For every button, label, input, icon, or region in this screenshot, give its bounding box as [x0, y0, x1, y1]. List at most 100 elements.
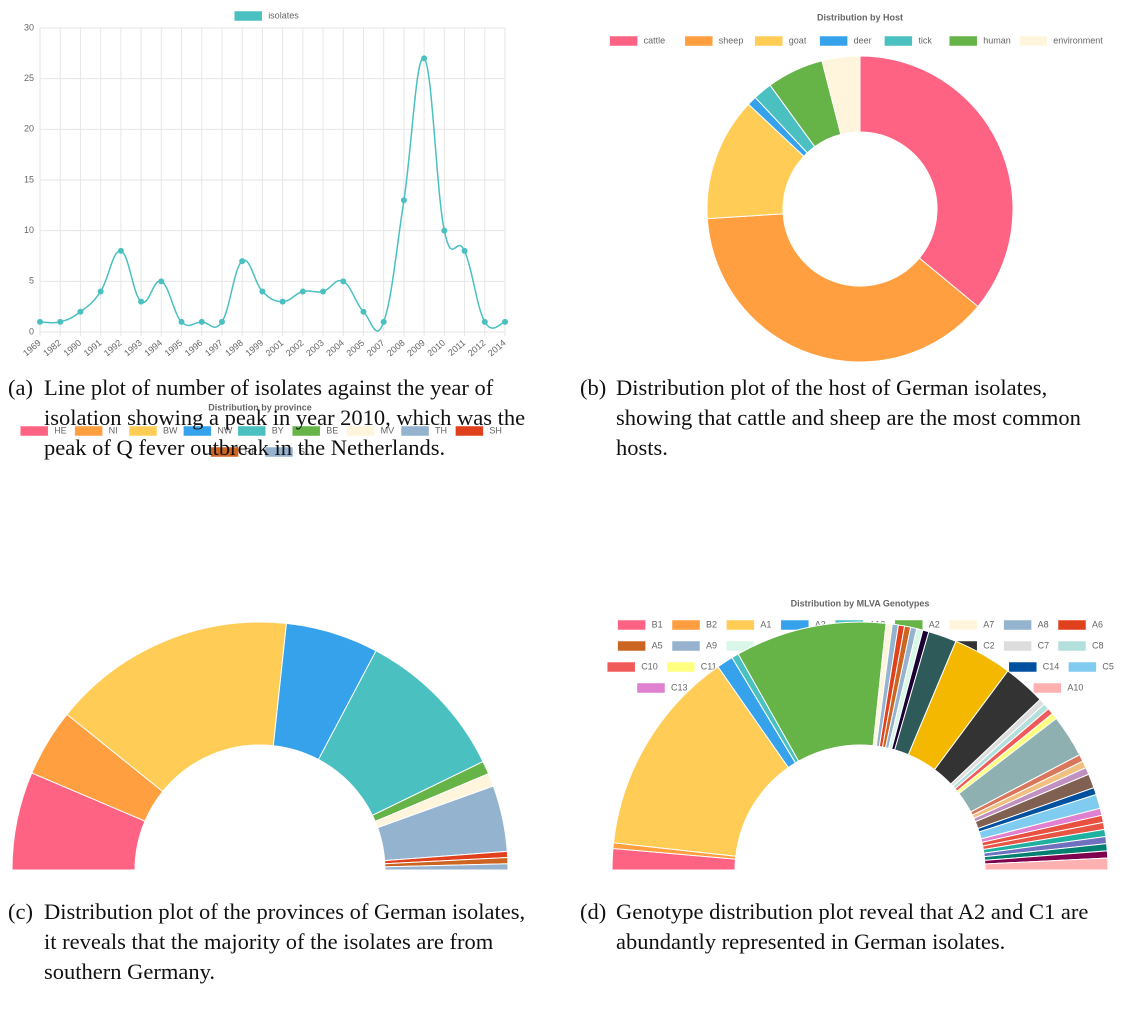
point	[37, 318, 43, 325]
caption: (b) Distribution plot of the host of Germ…	[580, 373, 1120, 463]
caption: (c) Distribution plot of the provinces of…	[8, 897, 528, 987]
x-tick-label: 1991	[82, 338, 104, 359]
y-tick-label: 30	[24, 22, 34, 32]
x-tick-label: 2005	[345, 338, 367, 359]
x-tick-label: 2012	[466, 338, 488, 359]
point	[299, 288, 306, 295]
y-tick-label: 10	[24, 225, 34, 235]
legend-swatch	[455, 425, 484, 437]
point	[239, 258, 246, 265]
point	[279, 298, 286, 305]
point	[77, 308, 84, 315]
point	[461, 247, 468, 254]
x-tick-label: 2003	[304, 338, 326, 359]
slice	[66, 621, 287, 793]
legend-swatch	[346, 425, 375, 437]
legend-label: sheep	[719, 35, 744, 45]
x-tick-label: 1996	[183, 338, 205, 359]
legend-label: A5	[652, 640, 663, 650]
slice	[984, 857, 1109, 871]
legend-swatch	[948, 619, 978, 631]
legend-swatch	[606, 661, 636, 673]
legend-swatch	[671, 640, 701, 652]
legend-swatch	[1033, 682, 1062, 694]
caption-label: (c)	[8, 899, 33, 924]
slice	[706, 213, 979, 363]
point	[421, 55, 428, 62]
legend-swatch	[754, 35, 784, 47]
x-tick-label: 1995	[163, 338, 185, 359]
chart-title: Distribution by Host	[817, 12, 903, 22]
y-tick-label: 20	[24, 124, 34, 134]
legend-swatch	[210, 446, 239, 458]
legend-swatch	[19, 425, 49, 437]
chart-title: Distribution by MLVA Genotypes	[791, 598, 930, 608]
legend-swatch	[780, 619, 810, 631]
caption-text: Line plot of number of isolates against …	[44, 375, 526, 460]
legend-label: C2	[983, 640, 995, 650]
legend-swatch	[636, 682, 666, 694]
point	[158, 278, 165, 285]
legend-label: tick	[918, 35, 932, 45]
legend-label: BY	[272, 425, 284, 435]
x-tick-label: 1994	[142, 338, 164, 359]
line	[39, 57, 506, 332]
legend-label: HE	[54, 425, 67, 435]
point	[97, 288, 104, 295]
slice	[821, 55, 861, 136]
point	[441, 227, 448, 234]
x-tick-label: 1997	[203, 338, 225, 359]
chart-title: Distribution by province	[208, 402, 312, 412]
x-tick-label: 2002	[284, 338, 306, 359]
legend-label: NW	[217, 425, 232, 435]
x-tick-label: 1999	[243, 338, 265, 359]
slice	[859, 55, 1014, 308]
point	[400, 197, 407, 204]
legend-swatch	[264, 446, 294, 458]
x-tick-label: 1990	[61, 338, 83, 359]
point	[320, 288, 327, 295]
legend-label: MV	[381, 425, 395, 435]
legend-label: BW	[163, 425, 178, 435]
legend-swatch	[819, 35, 848, 47]
legend-swatch	[666, 661, 696, 673]
caption-label: (b)	[580, 375, 607, 400]
legend-label: environment	[1053, 35, 1103, 45]
y-tick-label: 5	[29, 276, 34, 286]
legend-label: RP	[245, 446, 258, 456]
legend-label: C10	[641, 661, 658, 671]
x-tick-label: 1969	[21, 338, 43, 359]
x-tick-label: 2004	[324, 338, 346, 359]
legend-swatch	[1003, 619, 1032, 631]
y-tick-label: 25	[24, 73, 34, 83]
legend-label: C13	[671, 682, 688, 692]
legend-swatch	[884, 35, 913, 47]
legend-swatch	[74, 425, 103, 437]
legend-label: SL	[299, 446, 310, 456]
point	[138, 298, 145, 305]
legend-label: isolates	[268, 10, 299, 20]
legend-label: C7	[1038, 640, 1050, 650]
legend-label: deer	[854, 35, 872, 45]
point	[380, 318, 387, 325]
legend-label: A10	[1067, 682, 1083, 692]
legend-label: NI	[109, 425, 118, 435]
legend-swatch	[617, 640, 646, 652]
x-tick-label: 2007	[365, 338, 387, 359]
x-tick-label: 1992	[102, 338, 124, 359]
legend-swatch	[671, 619, 701, 631]
point	[117, 247, 124, 254]
x-tick-label: 2010	[425, 338, 447, 359]
point	[218, 318, 225, 325]
legend-swatch	[684, 35, 714, 47]
legend-swatch	[233, 10, 263, 22]
point	[178, 318, 185, 325]
legend-label: B1	[652, 619, 663, 629]
point	[360, 308, 367, 315]
caption-label: (d)	[580, 899, 607, 924]
legend-label: C11	[701, 661, 717, 671]
legend-label: cattle	[644, 35, 666, 45]
slice	[384, 863, 509, 871]
x-tick-label: 2001	[264, 338, 286, 359]
